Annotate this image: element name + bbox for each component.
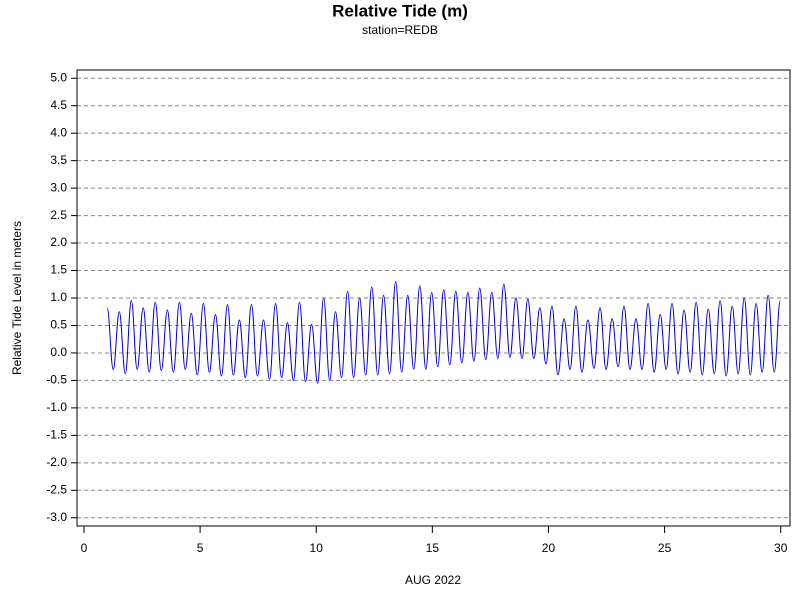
x-tick-label: 5 xyxy=(197,541,204,555)
y-tick-label: 3.5 xyxy=(50,153,67,167)
y-tick-label: 1.0 xyxy=(50,290,67,304)
tide-line xyxy=(106,281,781,384)
x-tick-label: 15 xyxy=(426,541,440,555)
y-tick-label: -2.0 xyxy=(46,455,67,469)
y-tick-label: -0.5 xyxy=(46,373,67,387)
x-tick-label: 25 xyxy=(658,541,672,555)
y-tick-label: 2.5 xyxy=(50,208,67,222)
y-tick-label: 4.0 xyxy=(50,125,67,139)
x-tick-label: 0 xyxy=(81,541,88,555)
y-tick-label: 5.0 xyxy=(50,70,67,84)
y-tick-label: 4.5 xyxy=(50,98,67,112)
y-tick-label: 0.0 xyxy=(50,345,67,359)
x-tick-label: 30 xyxy=(774,541,788,555)
y-tick-label: 0.5 xyxy=(50,318,67,332)
y-tick-label: 3.0 xyxy=(50,180,67,194)
chart-title: Relative Tide (m) xyxy=(332,1,468,20)
chart-subtitle: station=REDB xyxy=(362,23,438,37)
y-tick-label: 1.5 xyxy=(50,263,67,277)
y-tick-label: -2.5 xyxy=(46,482,67,496)
y-axis-label: Relative Tide Level in meters xyxy=(10,221,24,375)
plot-frame xyxy=(76,69,791,527)
x-tick-label: 20 xyxy=(542,541,556,555)
y-tick-label: -1.5 xyxy=(46,428,67,442)
y-tick-label: -3.0 xyxy=(46,510,67,524)
x-axis-label: AUG 2022 xyxy=(405,573,461,587)
x-tick-label: 10 xyxy=(310,541,324,555)
y-tick-label: 2.0 xyxy=(50,235,67,249)
y-tick-label: -1.0 xyxy=(46,400,67,414)
